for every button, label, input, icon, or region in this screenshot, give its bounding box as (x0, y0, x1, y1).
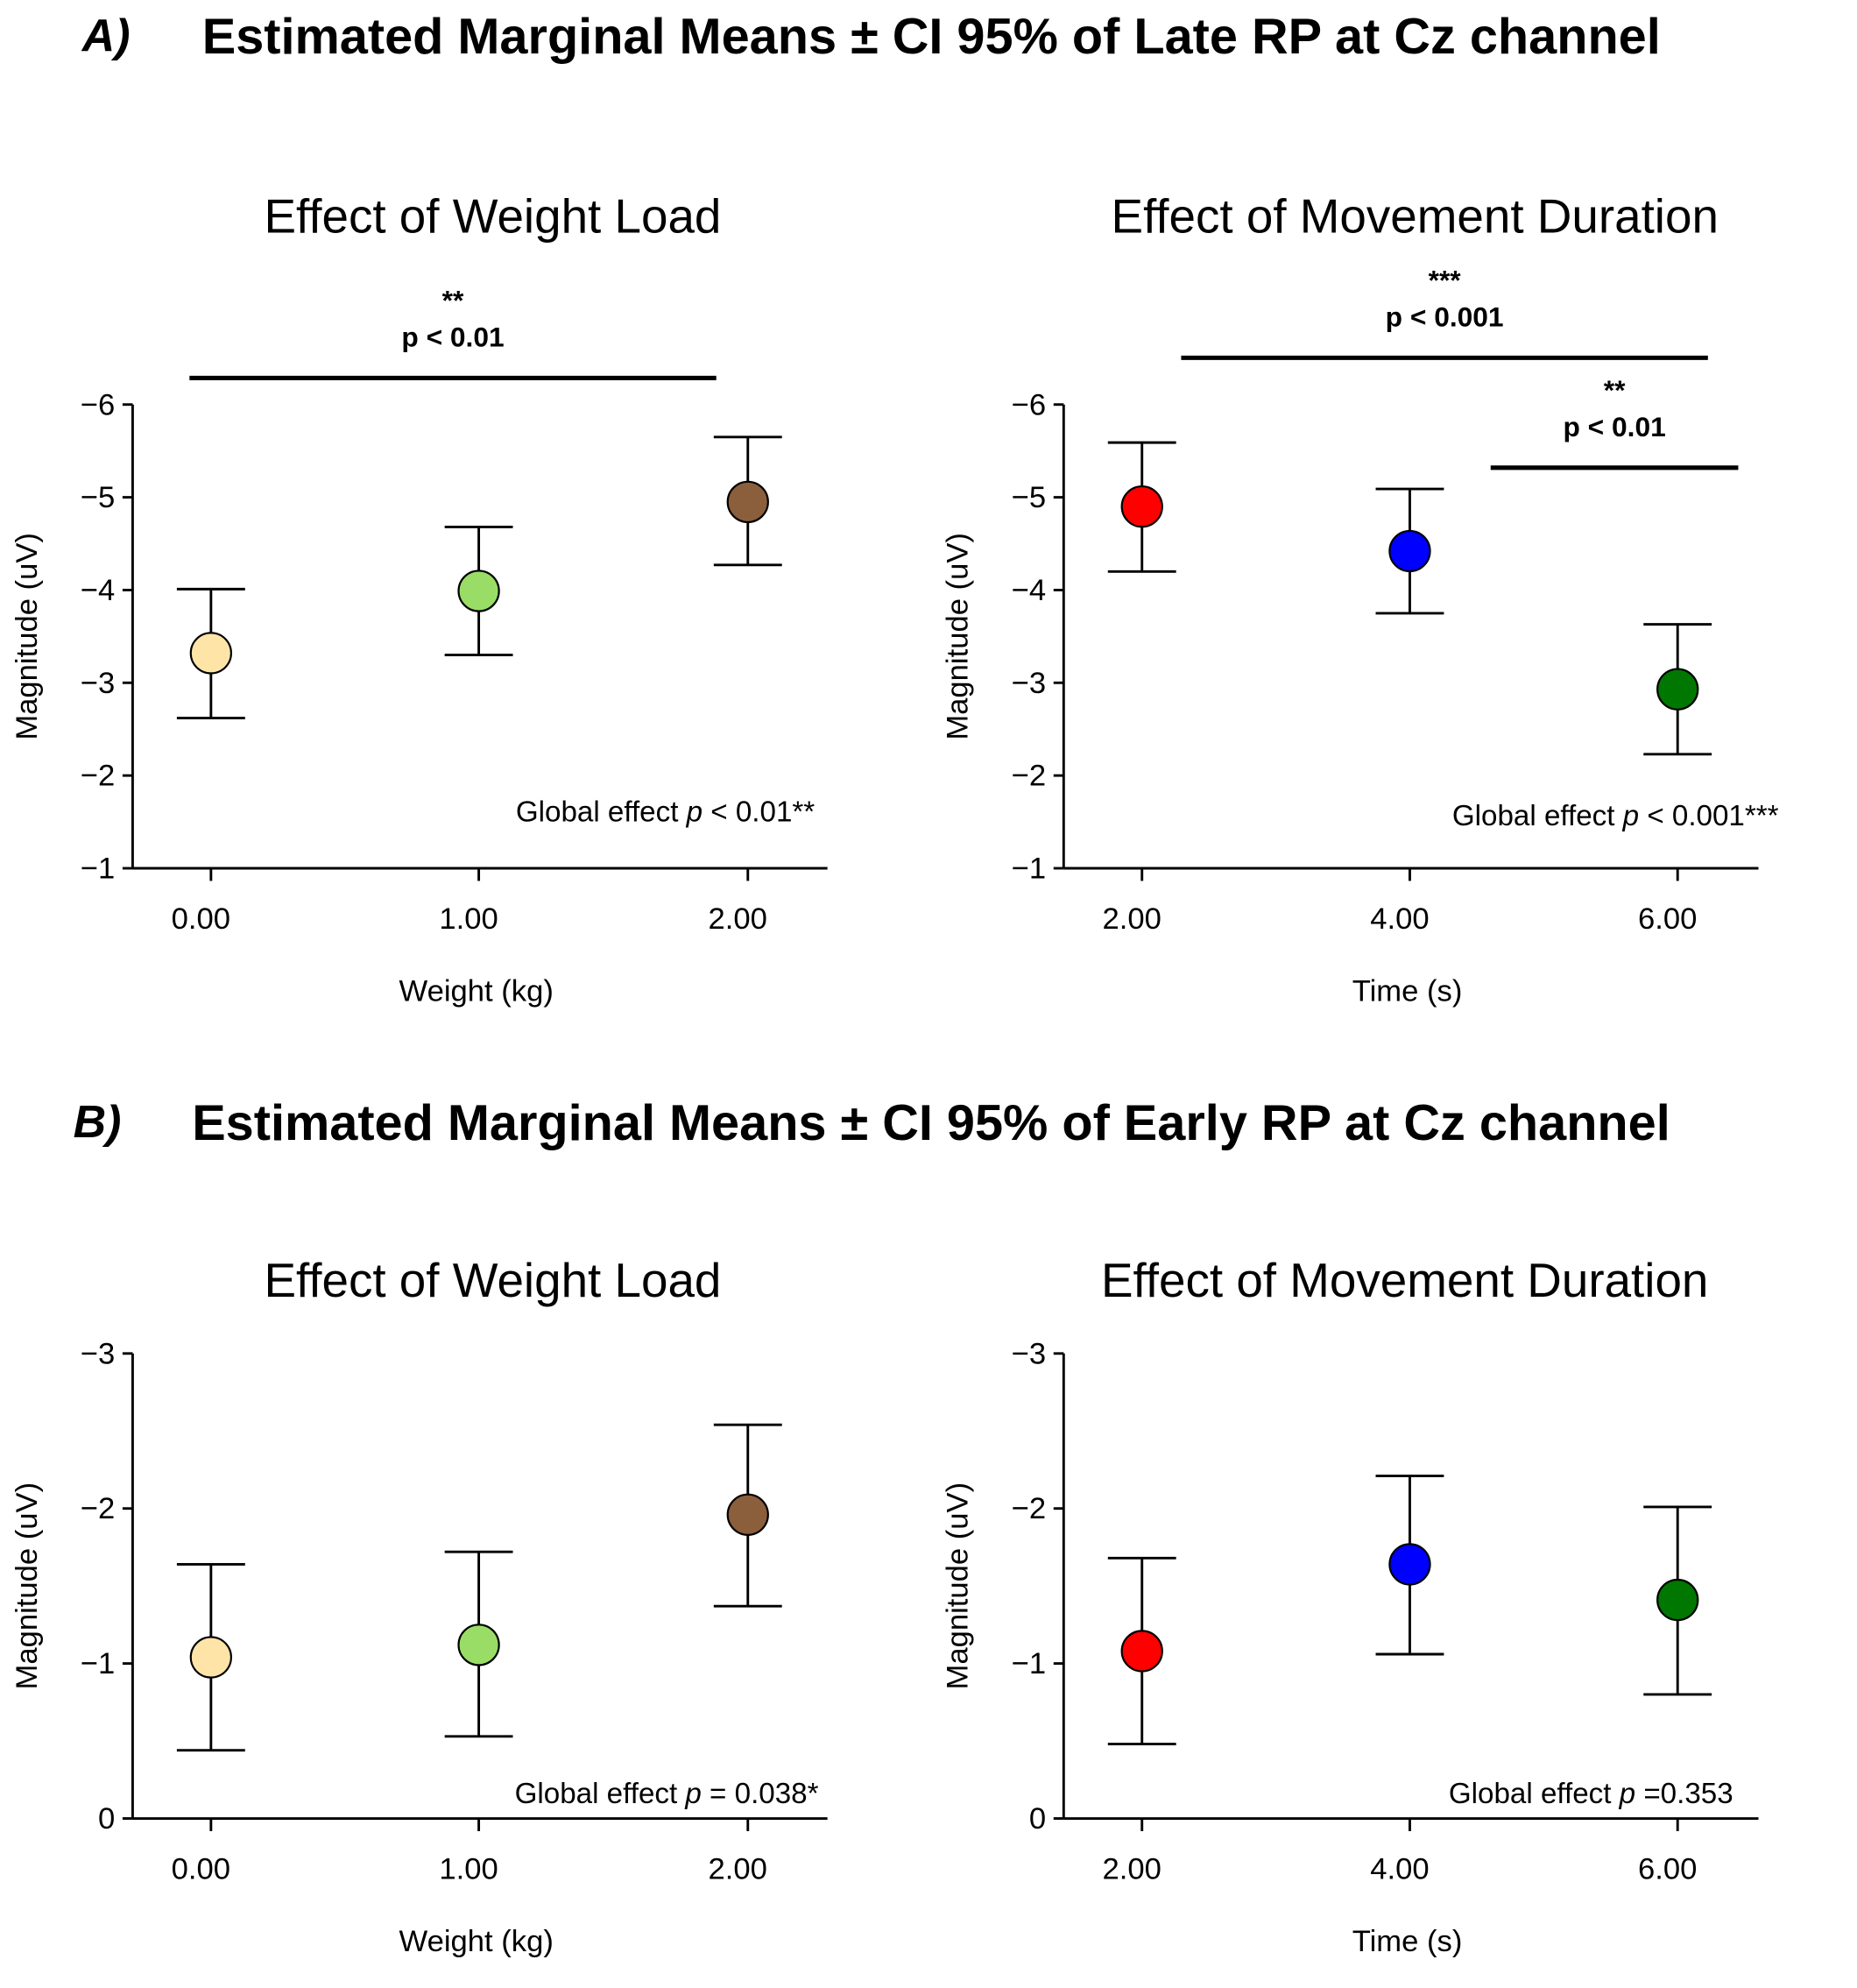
y-tick-label: −3 (1012, 667, 1046, 700)
y-tick-label: −2 (81, 1492, 115, 1525)
significance-p-label: p < 0.01 (401, 321, 504, 352)
global-effect-annotation: Global effect p = 0.038* (515, 1778, 819, 1810)
y-axis-label: Magnitude (uV) (942, 533, 975, 740)
y-tick-label: −2 (81, 760, 115, 793)
y-tick-label: −1 (1012, 1647, 1046, 1680)
x-tick-label: 6.00 (1638, 1853, 1697, 1886)
x-tick-label: 1.00 (439, 1853, 498, 1886)
global-effect-suffix: < 0.001*** (1639, 800, 1779, 832)
global-effect-annotation: Global effect p < 0.001*** (1452, 800, 1779, 832)
global-effect-prefix: Global effect (516, 796, 687, 829)
y-tick-label: 0 (98, 1802, 115, 1836)
y-tick-label: −6 (81, 388, 115, 421)
global-effect-annotation: Global effect p < 0.01** (516, 796, 815, 829)
data-point (189, 632, 232, 675)
x-tick-label: 0.00 (172, 1853, 230, 1886)
significance-stars: ** (442, 285, 464, 316)
global-effect-prefix: Global effect (1452, 800, 1623, 832)
y-tick-label: −3 (81, 1337, 115, 1370)
chart-title: Effect of Movement Duration (1101, 1253, 1708, 1307)
y-tick-label: −3 (81, 667, 115, 700)
global-effect-p: p (1622, 800, 1639, 832)
significance-stars: *** (1429, 264, 1462, 295)
chart-2: Effect of Movement Duration −6 −5 −4 −3 −2 −1 2… (942, 189, 1779, 1008)
y-tick-label: −1 (1012, 853, 1046, 886)
x-axis-label: Weight (kg) (399, 1925, 554, 1958)
global-effect-p: p (684, 1778, 701, 1810)
data-point (1656, 668, 1699, 711)
x-tick-label: 2.00 (1103, 1853, 1162, 1886)
y-tick-label: −3 (1012, 1337, 1046, 1370)
global-effect-suffix: = 0.038* (702, 1778, 819, 1810)
significance-p-label: p < 0.001 (1386, 301, 1504, 332)
x-tick-label: 1.00 (439, 902, 498, 936)
x-tick-label: 4.00 (1370, 1853, 1429, 1886)
y-tick-label: −2 (1012, 1492, 1046, 1525)
global-effect-p: p (1619, 1778, 1635, 1810)
y-axis-label: Magnitude (uV) (942, 1482, 975, 1690)
x-tick-label: 0.00 (172, 902, 230, 936)
y-tick-label: −1 (81, 853, 115, 886)
global-effect-annotation: Global effect p =0.353 (1449, 1778, 1733, 1810)
x-tick-label: 2.00 (1103, 902, 1162, 936)
data-point (457, 570, 500, 612)
x-axis-label: Time (s) (1352, 974, 1463, 1008)
x-tick-label: 4.00 (1370, 902, 1429, 936)
data-point (1120, 1630, 1163, 1673)
significance-p-label: p < 0.01 (1563, 411, 1665, 442)
chart-3: Effect of Weight Load −3 −2 −1 0 0.00 1.00 2.00… (11, 1253, 828, 1958)
data-point (457, 1624, 500, 1666)
x-tick-label: 2.00 (709, 902, 767, 936)
panel-b-title: Estimated Marginal Means ± CI 95% of Ear… (192, 1095, 1670, 1151)
y-tick-label: −2 (1012, 760, 1046, 793)
global-effect-suffix: < 0.01** (703, 796, 815, 829)
chart-title: Effect of Movement Duration (1112, 189, 1719, 244)
y-tick-label: −4 (1012, 574, 1046, 607)
panel-b-label: B) (74, 1097, 122, 1148)
chart-1: Effect of Weight Load −6 −5 −4 −3 −2 −1 0.00 1.0… (11, 189, 828, 1008)
y-tick-label: −1 (81, 1647, 115, 1680)
x-tick-label: 2.00 (709, 1853, 767, 1886)
x-axis-label: Weight (kg) (399, 974, 554, 1008)
global-effect-prefix: Global effect (515, 1778, 686, 1810)
data-point (1120, 485, 1163, 528)
global-effect-prefix: Global effect (1449, 1778, 1620, 1810)
data-point (1388, 529, 1431, 573)
y-axis-label: Magnitude (uV) (11, 1482, 44, 1690)
y-tick-label: −6 (1012, 388, 1046, 421)
chart-title: Effect of Weight Load (264, 1253, 721, 1307)
y-tick-label: −5 (81, 481, 115, 514)
data-point (726, 1493, 769, 1536)
global-effect-p: p (686, 796, 703, 829)
data-point (1388, 1543, 1431, 1586)
data-point (189, 1636, 232, 1679)
y-axis-label: Magnitude (uV) (11, 533, 44, 740)
data-point (1656, 1578, 1699, 1622)
panel-a-label: A) (81, 11, 131, 61)
y-tick-label: −4 (81, 574, 115, 607)
y-tick-label: 0 (1029, 1802, 1046, 1836)
significance-stars: ** (1604, 374, 1626, 406)
global-effect-suffix: =0.353 (1635, 1778, 1733, 1810)
x-tick-label: 6.00 (1638, 902, 1697, 936)
data-point (726, 480, 769, 524)
chart-title: Effect of Weight Load (264, 189, 721, 244)
panel-a-title: Estimated Marginal Means ± CI 95% of Lat… (202, 9, 1661, 65)
chart-4: Effect of Movement Duration −3 −2 −1 0 2.00 4.… (942, 1253, 1759, 1958)
y-tick-label: −5 (1012, 481, 1046, 514)
x-axis-label: Time (s) (1352, 1925, 1463, 1958)
